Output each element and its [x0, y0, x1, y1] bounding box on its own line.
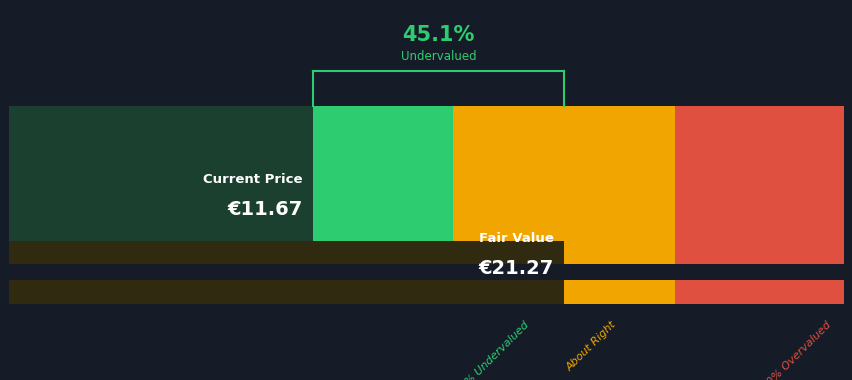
Text: About Right: About Right — [563, 320, 617, 374]
Text: Current Price: Current Price — [203, 173, 302, 186]
Text: €21.27: €21.27 — [478, 259, 553, 278]
Bar — [9, 280, 452, 304]
Bar — [675, 280, 843, 304]
Bar — [452, 146, 675, 264]
Bar — [9, 280, 563, 304]
Bar — [9, 146, 313, 241]
Text: Undervalued: Undervalued — [400, 50, 476, 63]
Bar — [9, 106, 313, 146]
Text: 45.1%: 45.1% — [402, 25, 475, 45]
Bar — [9, 146, 452, 264]
Bar — [675, 106, 843, 146]
Text: €11.67: €11.67 — [227, 200, 302, 218]
Bar — [9, 241, 563, 264]
Text: Fair Value: Fair Value — [478, 232, 553, 245]
Text: 20% Overvalued: 20% Overvalued — [759, 320, 832, 380]
Bar — [452, 280, 675, 304]
Bar — [675, 146, 843, 264]
Text: 20% Undervalued: 20% Undervalued — [452, 320, 530, 380]
Bar — [452, 106, 675, 146]
Bar — [9, 106, 452, 146]
